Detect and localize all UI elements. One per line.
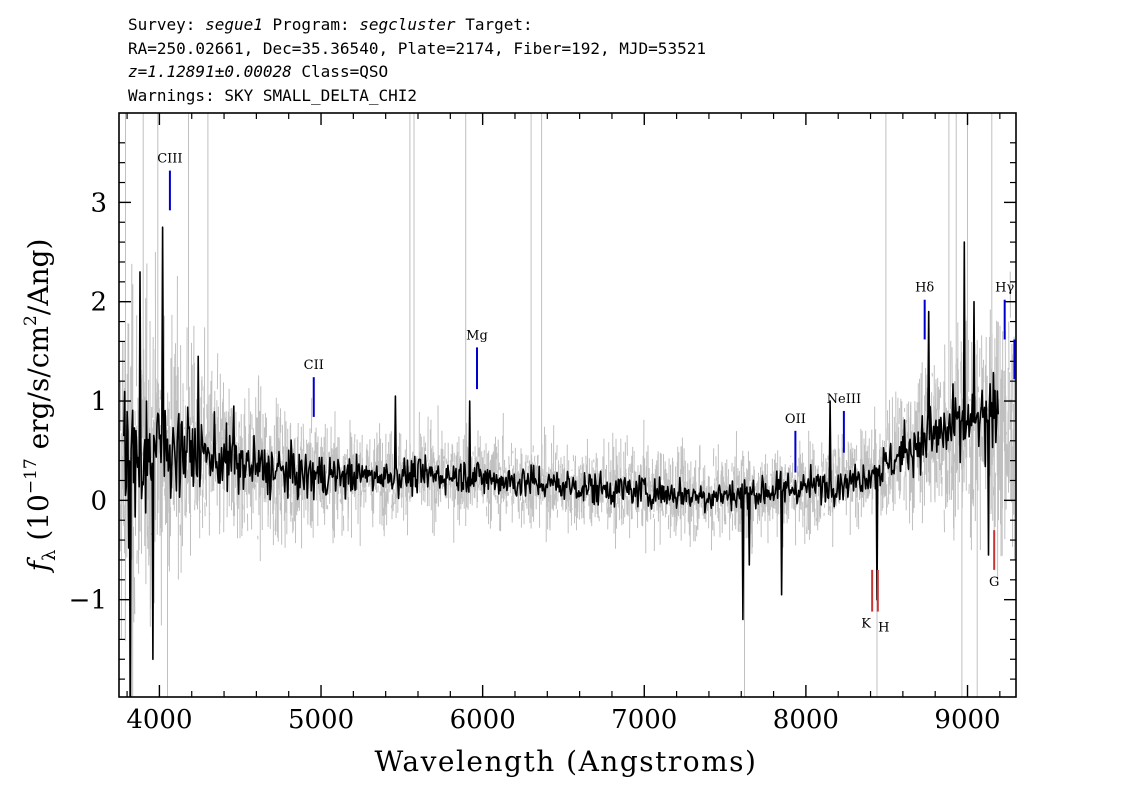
program-value: segcluster [359, 15, 456, 34]
ylabel-exp2: 2 [21, 315, 41, 326]
emission-line-label: CIII [157, 152, 182, 167]
absorption-line-label: G [989, 575, 999, 590]
line-markers: CIII CII Mg OII NeIII Hδ Hγ K H G [157, 152, 1016, 636]
survey-value: segue1 [205, 15, 263, 34]
plot-frame [118, 112, 1017, 698]
x-axis-label: Wavelength (Angstroms) [375, 745, 758, 778]
spectrum-header: Survey: segue1 Program: segcluster Targe… [128, 13, 1028, 107]
emission-line-label: NeIII [827, 392, 861, 407]
header-line-coords: RA=250.02661, Dec=35.36540, Plate=2174, … [128, 38, 706, 58]
redshift-value: z=1.12891±0.00028 [128, 62, 292, 81]
program-label: Program: [272, 15, 350, 34]
ylabel-close: /Ang) [22, 239, 55, 316]
emission-line-label: OII [785, 412, 806, 427]
ylabel-lambda: λ [39, 550, 60, 561]
y-axis-label: fλ (10−17 erg/s/cm2/Ang) [21, 239, 60, 574]
x-tick-label: 6000 [450, 705, 516, 735]
y-tick-label: 1 [90, 387, 107, 417]
header-line-survey: Survey: segue1 Program: segcluster Targe… [128, 13, 1028, 37]
emission-line-label: CII [304, 358, 324, 373]
flux-series [123, 226, 999, 697]
x-tick-label: 8000 [773, 705, 839, 735]
y-tick-label: 0 [90, 486, 107, 516]
header-line-redshift: z=1.12891±0.00028 Class=QSO [128, 60, 1028, 84]
survey-label: Survey: [128, 15, 196, 34]
x-tick-label: 7000 [611, 705, 677, 735]
y-tick-label: 2 [90, 288, 107, 318]
axes: 4000 5000 6000 7000 8000 9000 −1 0 1 2 3 [69, 113, 1016, 735]
target-label: Target: [465, 15, 533, 34]
emission-line-label: Hγ [995, 281, 1014, 296]
ylabel-open: (10 [22, 494, 55, 549]
absorption-line-label: K [861, 617, 871, 632]
x-tick-label: 9000 [934, 705, 1000, 735]
error-band [119, 113, 1016, 697]
y-tick-label: −1 [69, 586, 107, 616]
y-tick-label: 3 [90, 188, 107, 218]
header-line-warnings: Warnings: SKY SMALL_DELTA_CHI2 [128, 85, 417, 105]
x-tick-label: 4000 [126, 705, 192, 735]
emission-line-label: Mg [466, 328, 488, 343]
ylabel-exp1: −17 [21, 458, 41, 494]
ylabel-mid: erg/s/cm [22, 326, 55, 458]
class-value: Class=QSO [301, 62, 389, 81]
plot-area [119, 113, 1016, 697]
error-spikes [125, 113, 993, 697]
absorption-line-label: H [878, 621, 889, 636]
emission-line-label: Hδ [915, 281, 934, 296]
x-tick-label: 5000 [288, 705, 354, 735]
